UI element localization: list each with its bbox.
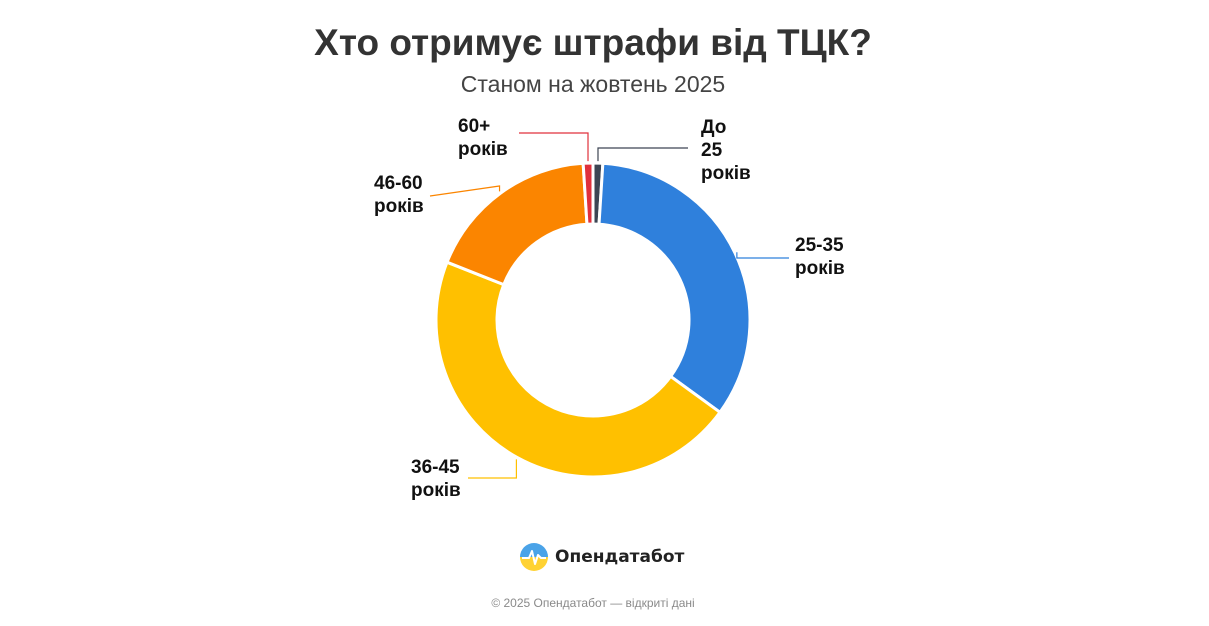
slice-label-line: 25-35 <box>795 235 844 256</box>
chart-title: Хто отримує штрафи від ТЦК? <box>314 22 872 63</box>
donut-slice <box>445 161 589 287</box>
slice-label: До 25 років <box>701 117 751 184</box>
label-leader-line <box>429 185 501 197</box>
slice-label-line: років <box>701 163 751 184</box>
slice-label-line: років <box>411 480 461 501</box>
slice-label-line: років <box>795 258 845 279</box>
slice-label: 36-45 років <box>411 457 461 501</box>
label-leader-line <box>468 459 518 479</box>
slice-label: 25-35 років <box>795 235 845 279</box>
brand: Опендатабот <box>519 542 684 572</box>
slice-label-line: До <box>701 117 726 138</box>
footer-copyright: © 2025 Опендатабот — відкриті дані <box>491 596 695 610</box>
slice-label-line: років <box>458 139 508 160</box>
donut-slices <box>434 161 752 479</box>
slice-label: 60+ років <box>458 116 508 160</box>
chart-subtitle: Станом на жовтень 2025 <box>460 71 726 97</box>
brand-name: Опендатабот <box>555 547 685 567</box>
opendatabot-logo-icon <box>520 543 548 571</box>
slice-label-line: 25 <box>701 140 723 161</box>
donut-slice <box>434 260 722 479</box>
label-leader-line <box>736 252 789 259</box>
slice-label: 46-60 років <box>374 173 424 217</box>
label-leader-line <box>597 147 688 162</box>
donut-slice <box>597 161 752 414</box>
label-leader-line <box>519 132 589 162</box>
slice-label-line: 60+ <box>458 116 490 137</box>
slice-label-line: 36-45 <box>411 457 460 478</box>
label-leader-lines <box>429 132 789 479</box>
donut-slice <box>581 161 595 226</box>
slice-label-line: 46-60 <box>374 173 423 194</box>
slice-label-line: років <box>374 196 424 217</box>
